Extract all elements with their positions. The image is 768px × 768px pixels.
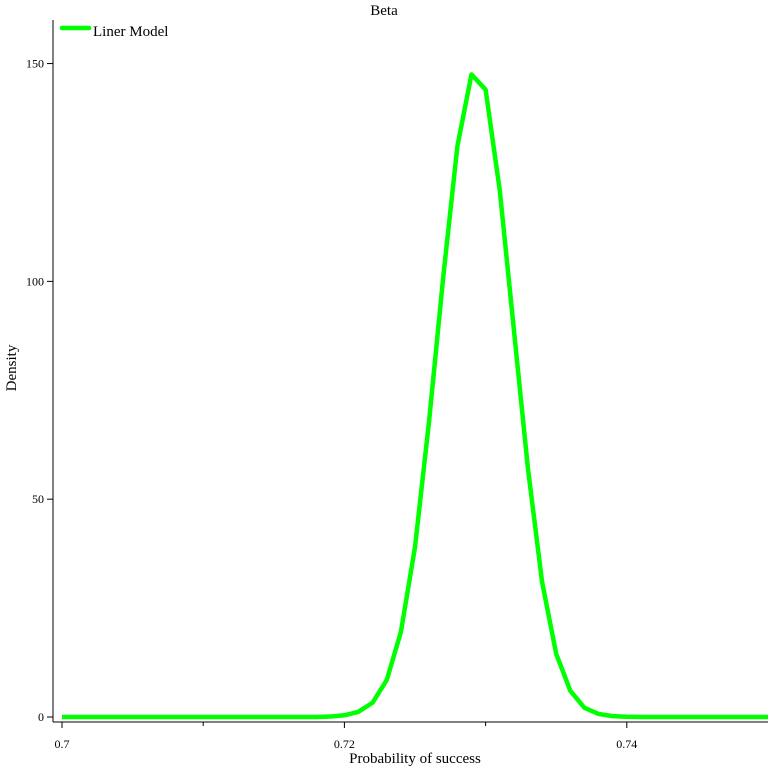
y-tick-label: 150 <box>26 57 44 71</box>
chart-title: Beta <box>370 3 398 19</box>
y-ticks: 0 50 100 150 <box>26 57 53 724</box>
x-tick-label: 0.74 <box>616 737 637 751</box>
y-tick-label: 50 <box>32 492 44 506</box>
x-tick-label: 0.72 <box>334 737 355 751</box>
series-group <box>62 72 768 720</box>
axes <box>52 20 768 723</box>
x-axis-title: Probability of success <box>349 751 481 767</box>
legend-label-liner-model: Liner Model <box>93 24 168 40</box>
x-ticks: 0.7 0.72 0.74 <box>55 722 637 751</box>
y-tick-label: 0 <box>38 710 44 724</box>
series-line-liner-model <box>62 72 768 720</box>
legend: Liner Model <box>59 24 168 40</box>
x-tick-label: 0.7 <box>55 737 70 751</box>
y-axis-title: Density <box>4 344 20 391</box>
y-tick-label: 100 <box>26 274 44 288</box>
